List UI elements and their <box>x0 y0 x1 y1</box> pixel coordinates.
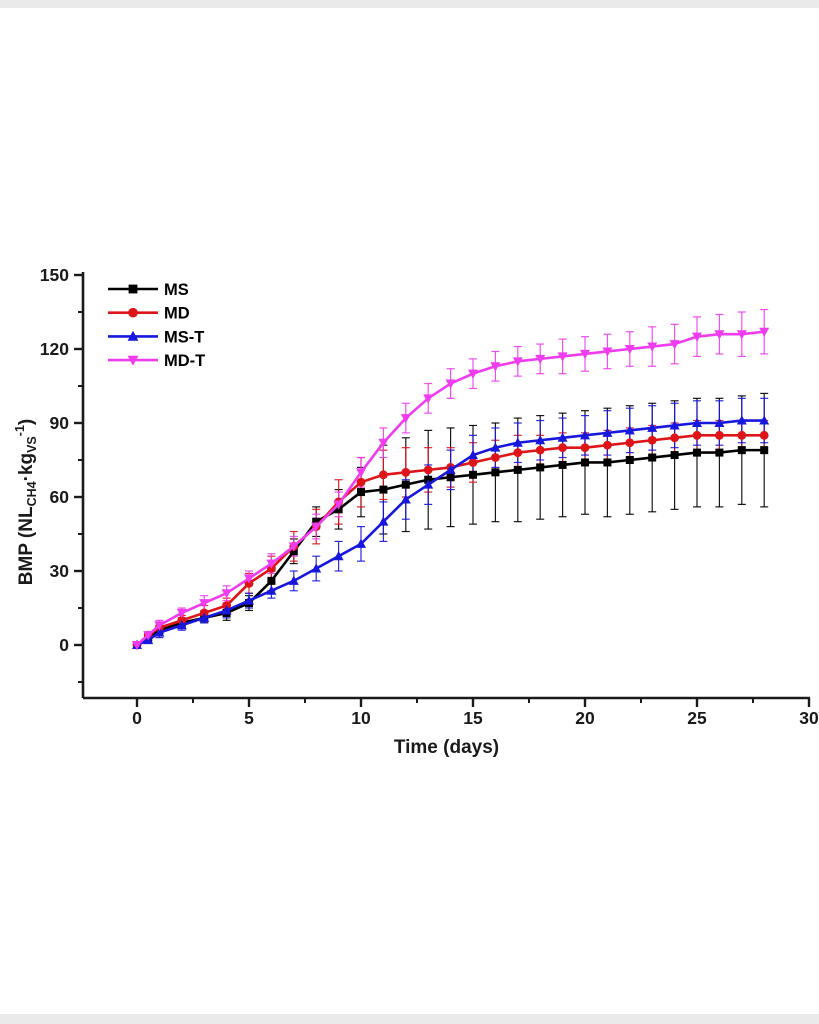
series-MS-T <box>132 415 770 649</box>
svg-text:30: 30 <box>50 561 70 581</box>
x-tick-labels: 0 5 10 15 20 25 30 <box>132 708 819 728</box>
svg-text:BMP (NLCH4​·kgVS​-1​): BMP (NLCH4​·kgVS​-1​) <box>13 419 39 585</box>
legend-item-MS: MS <box>108 281 189 299</box>
svg-text:25: 25 <box>687 708 707 728</box>
series-MS <box>133 446 769 649</box>
x-axis-title: Time (days) <box>394 737 499 758</box>
svg-text:20: 20 <box>575 708 595 728</box>
svg-text:120: 120 <box>40 339 69 359</box>
svg-text:MD: MD <box>164 305 190 323</box>
y-tick-labels: 0 30 60 90 120 150 <box>40 265 69 655</box>
x-axis <box>83 696 811 707</box>
series-MD-T <box>132 327 770 651</box>
svg-text:90: 90 <box>50 413 70 433</box>
legend-item-MS-T: MS-T <box>108 328 204 346</box>
legend: MS MD MS-T MD-T <box>108 281 205 370</box>
svg-text:5: 5 <box>244 708 254 728</box>
legend-item-MD-T: MD-T <box>108 352 205 370</box>
svg-text:MD-T: MD-T <box>164 352 205 370</box>
page-edge-bottom <box>0 1014 819 1024</box>
y-axis <box>74 272 85 698</box>
svg-text:Time (days): Time (days) <box>394 737 499 758</box>
svg-text:150: 150 <box>40 265 69 285</box>
legend-item-MD: MD <box>108 305 190 323</box>
svg-text:0: 0 <box>132 708 142 728</box>
svg-text:15: 15 <box>463 708 483 728</box>
y-axis-title: BMP (NLCH4​·kgVS​-1​) <box>13 419 39 585</box>
svg-text:10: 10 <box>351 708 371 728</box>
svg-text:MS: MS <box>164 281 189 299</box>
svg-text:MS-T: MS-T <box>164 328 204 346</box>
page-edge-top <box>0 0 819 8</box>
svg-text:0: 0 <box>59 635 69 655</box>
svg-text:60: 60 <box>50 487 70 507</box>
svg-text:30: 30 <box>799 708 819 728</box>
